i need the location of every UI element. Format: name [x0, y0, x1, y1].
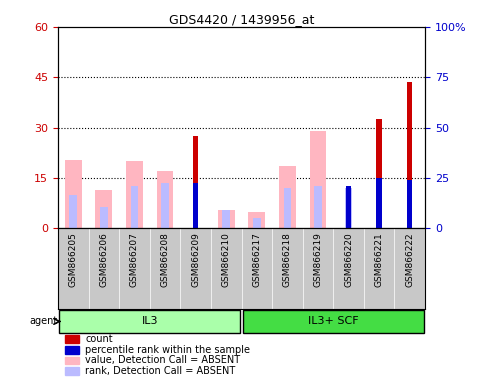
Text: IL3: IL3	[142, 316, 158, 326]
Bar	[345, 188, 353, 228]
Text: IL3+ SCF: IL3+ SCF	[308, 316, 358, 326]
Bar	[193, 136, 199, 228]
Text: GSM866206: GSM866206	[99, 233, 108, 287]
Bar	[314, 187, 322, 228]
Text: value, Detection Call = ABSENT: value, Detection Call = ABSENT	[85, 355, 241, 365]
Text: GSM866220: GSM866220	[344, 233, 353, 287]
Text: count: count	[85, 334, 113, 344]
Bar	[100, 207, 108, 228]
Bar	[376, 119, 382, 228]
Bar	[70, 195, 77, 228]
Text: GSM866221: GSM866221	[375, 233, 384, 287]
Bar	[310, 131, 327, 228]
Text: GSM866219: GSM866219	[313, 233, 323, 287]
Text: GSM866218: GSM866218	[283, 233, 292, 287]
Text: GSM866217: GSM866217	[252, 233, 261, 287]
Bar	[376, 178, 382, 228]
Bar	[65, 335, 79, 343]
Title: GDS4420 / 1439956_at: GDS4420 / 1439956_at	[169, 13, 314, 26]
Text: GSM866222: GSM866222	[405, 233, 414, 287]
Text: rank, Detection Call = ABSENT: rank, Detection Call = ABSENT	[85, 366, 236, 376]
Bar	[161, 183, 169, 228]
Text: GSM866209: GSM866209	[191, 233, 200, 287]
Bar	[407, 82, 412, 228]
Bar	[218, 210, 235, 228]
Bar	[126, 161, 143, 228]
Text: agent: agent	[30, 316, 58, 326]
Text: GSM866205: GSM866205	[69, 233, 78, 287]
Bar	[65, 160, 82, 228]
Bar	[222, 210, 230, 228]
Bar	[407, 180, 412, 228]
Bar	[96, 190, 112, 228]
Bar	[346, 187, 351, 228]
Bar	[279, 166, 296, 228]
Bar	[130, 187, 138, 228]
Bar	[284, 188, 291, 228]
Bar	[193, 183, 199, 228]
Text: GSM866207: GSM866207	[130, 233, 139, 287]
Bar	[156, 171, 173, 228]
Text: GSM866210: GSM866210	[222, 233, 231, 287]
Text: percentile rank within the sample: percentile rank within the sample	[85, 345, 251, 355]
Bar	[59, 310, 240, 333]
Bar	[253, 218, 261, 228]
Bar	[243, 310, 424, 333]
Bar	[65, 367, 79, 375]
Bar	[65, 356, 79, 364]
Bar	[65, 346, 79, 354]
Text: GSM866208: GSM866208	[160, 233, 170, 287]
Bar	[248, 212, 265, 228]
